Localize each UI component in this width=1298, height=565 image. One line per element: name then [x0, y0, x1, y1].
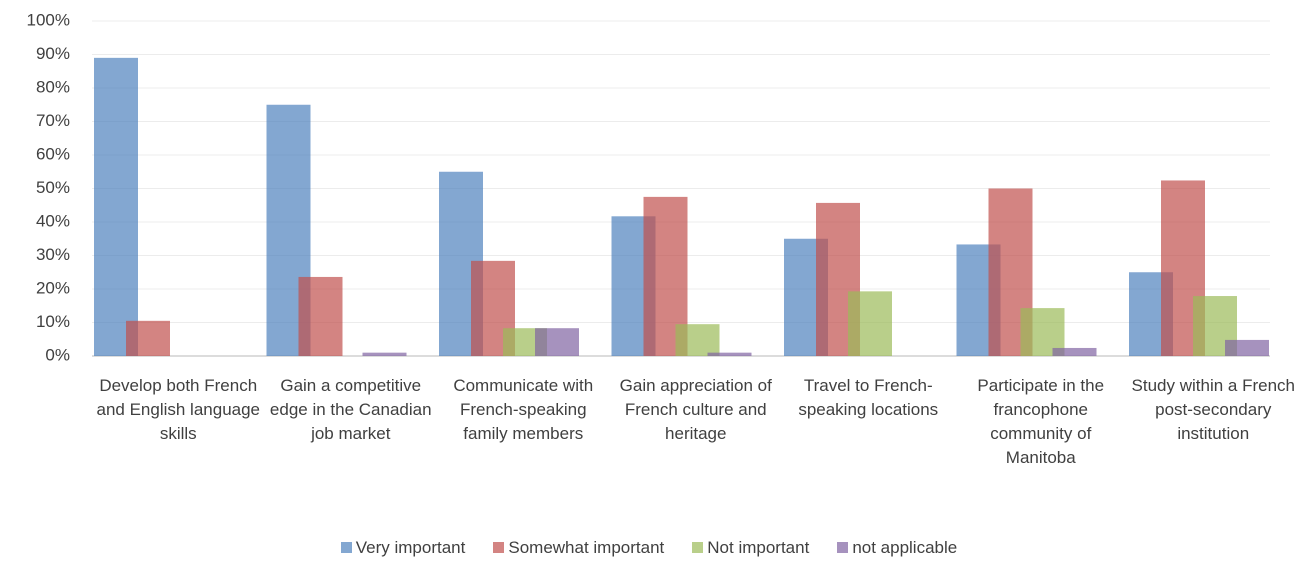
- bar: [126, 320, 170, 356]
- bar: [535, 328, 579, 356]
- x-tick-label: Develop both French and English language…: [96, 376, 261, 443]
- x-tick-label: Gain a competitive edge in the Canadian …: [269, 376, 432, 443]
- x-tick-label: Travel to French-speaking locations: [798, 376, 939, 419]
- y-tick-label: 30%: [36, 245, 70, 264]
- x-tick-label: Gain appreciation of French culture and …: [619, 376, 772, 443]
- y-tick-label: 10%: [36, 312, 70, 331]
- legend-label: not applicable: [852, 538, 958, 557]
- bar: [1225, 339, 1269, 356]
- legend-item: Not important: [692, 538, 809, 558]
- legend-label: Not important: [707, 538, 810, 557]
- y-tick-label: 100%: [27, 10, 70, 29]
- legend-label: Somewhat important: [508, 538, 665, 557]
- y-tick-label: 0%: [45, 345, 70, 364]
- y-tick-label: 80%: [36, 77, 70, 96]
- bar: [362, 352, 407, 356]
- legend-swatch: [340, 542, 352, 553]
- bar: [675, 324, 720, 356]
- bar: [1052, 347, 1097, 356]
- legend-label: Very important: [355, 538, 466, 557]
- y-tick-label: 40%: [36, 211, 70, 230]
- x-tick-label: Study within a French post-secondary ins…: [1131, 376, 1295, 443]
- legend-item: Very important: [340, 538, 466, 558]
- legend-swatch: [837, 542, 849, 553]
- x-tick-label: Participate in the francophone community…: [977, 376, 1105, 467]
- legend: Very important Somewhat important Not impo…: [0, 538, 1298, 558]
- y-tick-label: 70%: [36, 111, 70, 130]
- x-tick-label: Communicate with French-speaking family …: [453, 376, 594, 443]
- legend-item: not applicable: [837, 538, 957, 558]
- bar: [848, 291, 892, 356]
- bar: [707, 352, 752, 356]
- y-tick-label: 20%: [36, 278, 70, 297]
- y-tick-label: 50%: [36, 178, 70, 197]
- y-tick-label: 60%: [36, 144, 70, 163]
- legend-item: Somewhat important: [493, 538, 664, 558]
- bar: [298, 276, 343, 356]
- legend-swatch: [493, 542, 505, 553]
- bar: [94, 57, 138, 356]
- y-tick-label: 90%: [36, 44, 70, 63]
- legend-swatch: [692, 542, 704, 553]
